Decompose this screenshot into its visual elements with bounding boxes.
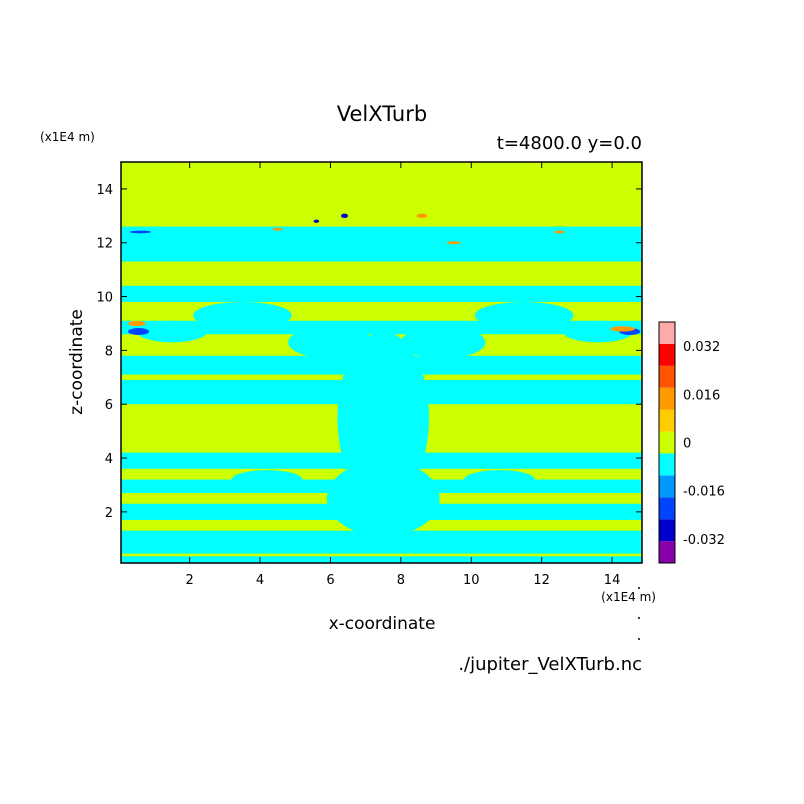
contour-blob <box>129 230 151 234</box>
dot-marker <box>638 587 640 589</box>
contour-blob <box>313 219 320 223</box>
x-tick-label: 10 <box>463 573 480 588</box>
colorbar-segment <box>659 541 675 563</box>
y-tick-label: 8 <box>105 344 113 359</box>
y-tick-label: 4 <box>105 452 113 467</box>
contour-blob <box>193 301 292 329</box>
contour-blob <box>337 331 430 504</box>
colorbar-frame <box>658 321 676 564</box>
contour-blob <box>341 213 349 218</box>
contour-blob <box>231 470 303 489</box>
colorbar-segment <box>659 453 675 476</box>
x-tick-label: 12 <box>533 573 550 588</box>
contour-blob <box>416 213 428 218</box>
contour-blob <box>326 460 440 537</box>
x-tick-label: 4 <box>256 573 264 588</box>
contour-blob <box>446 241 461 245</box>
contour-blob <box>288 326 373 359</box>
contour-band <box>121 285 642 302</box>
y-tick-label: 2 <box>105 506 113 521</box>
dot-marker <box>638 617 640 619</box>
x-tick-label: 2 <box>186 573 194 588</box>
colorbar-tick-label: 0.032 <box>683 340 720 355</box>
x-axis: 2 4 6 8 10 12 14 <box>186 162 621 588</box>
colorbar-segment <box>659 409 675 432</box>
colorbar: 0.032 0.016 0 -0.016 -0.032 <box>658 321 725 564</box>
file-label: ./jupiter_VelXTurb.nc <box>458 654 642 675</box>
colorbar-segment <box>659 475 675 498</box>
y-unit-note: (x1E4 m) <box>40 130 95 144</box>
colorbar-tick-label: -0.032 <box>683 533 725 548</box>
x-unit-note: (x1E4 m) <box>601 590 656 604</box>
y-axis-label: z-coordinate <box>67 309 87 415</box>
colorbar-tick-label: 0 <box>683 437 691 452</box>
colorbar-tick-label: -0.016 <box>683 485 725 500</box>
x-tick-label: 6 <box>326 573 334 588</box>
contour-blob <box>464 470 535 489</box>
colorbar-segment <box>659 497 675 520</box>
contour-blob <box>562 320 634 343</box>
x-axis-label: x-coordinate <box>329 614 436 634</box>
chart-title: VelXTurb <box>337 102 427 126</box>
contour-blob <box>128 320 146 327</box>
contour-blobs <box>128 213 641 537</box>
x-tick-label: 14 <box>604 573 621 588</box>
colorbar-segment <box>659 519 675 542</box>
contour-plot-area <box>121 162 642 563</box>
chart-subtitle: t=4800.0 y=0.0 <box>497 133 642 154</box>
y-tick-label: 6 <box>105 398 113 413</box>
contour-blob <box>553 230 565 234</box>
dot-markers <box>638 587 640 640</box>
colorbar-tick-label: 0.016 <box>683 388 720 403</box>
contour-blob <box>610 326 635 332</box>
y-tick-label: 12 <box>96 237 113 252</box>
colorbar-segment <box>659 387 675 410</box>
contour-blob <box>272 227 283 231</box>
dot-marker <box>638 638 640 640</box>
contour-band <box>121 556 642 563</box>
y-tick-label: 10 <box>96 291 113 306</box>
colorbar-segment <box>659 343 675 366</box>
colorbar-segment <box>659 322 675 344</box>
contour-band <box>121 530 642 554</box>
colorbar-segment <box>659 431 675 454</box>
contour-blob <box>474 301 574 329</box>
contour-blob <box>136 320 208 343</box>
y-axis: 2 4 6 8 10 12 14 <box>96 183 642 521</box>
contour-blob <box>128 328 150 336</box>
x-tick-label: 8 <box>397 573 405 588</box>
y-tick-label: 14 <box>96 183 113 198</box>
plot-frame <box>120 161 643 564</box>
contour-blob <box>400 326 486 359</box>
colorbar-segment <box>659 365 675 388</box>
